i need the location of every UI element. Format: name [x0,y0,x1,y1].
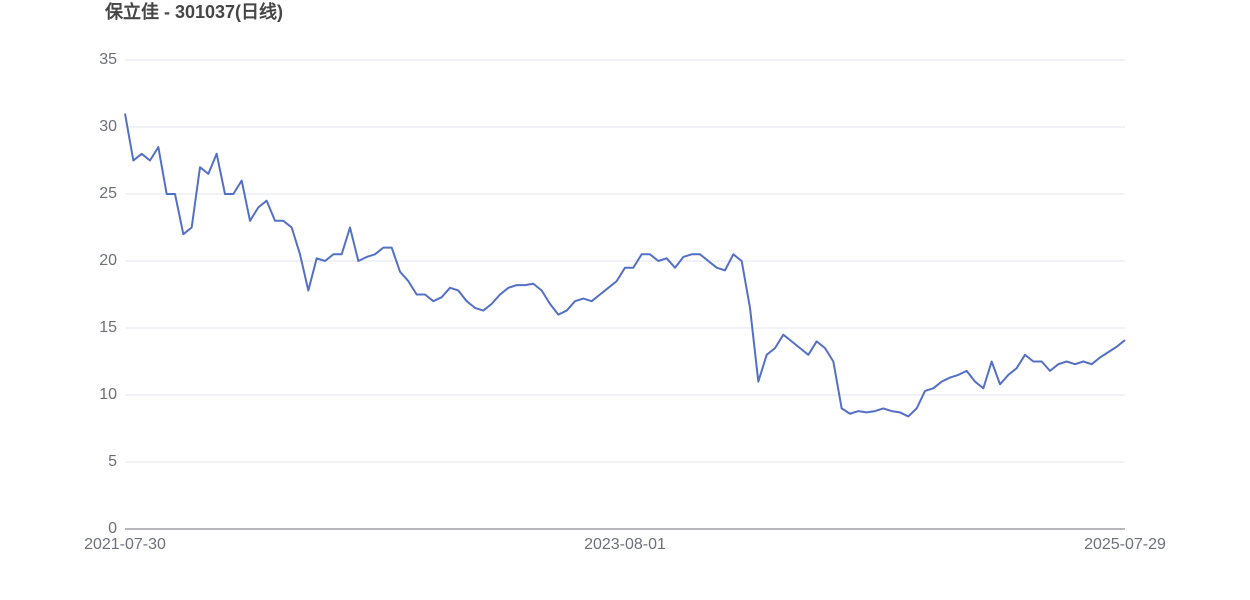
y-tick-label: 20 [99,252,117,269]
x-tick-label: 2023-08-01 [584,536,666,553]
y-tick-label: 0 [108,520,117,537]
y-tick-label: 5 [108,453,117,470]
y-tick-label: 25 [99,185,117,202]
x-tick-label: 2025-07-29 [1084,536,1166,553]
x-tick-label: 2021-07-30 [84,536,166,553]
y-tick-label: 35 [99,51,117,68]
y-tick-label: 15 [99,319,117,336]
chart-title: 保立佳 - 301037(日线) [104,1,283,22]
price-line [124,113,1126,418]
y-tick-label: 30 [99,118,117,135]
y-tick-label: 10 [99,386,117,403]
